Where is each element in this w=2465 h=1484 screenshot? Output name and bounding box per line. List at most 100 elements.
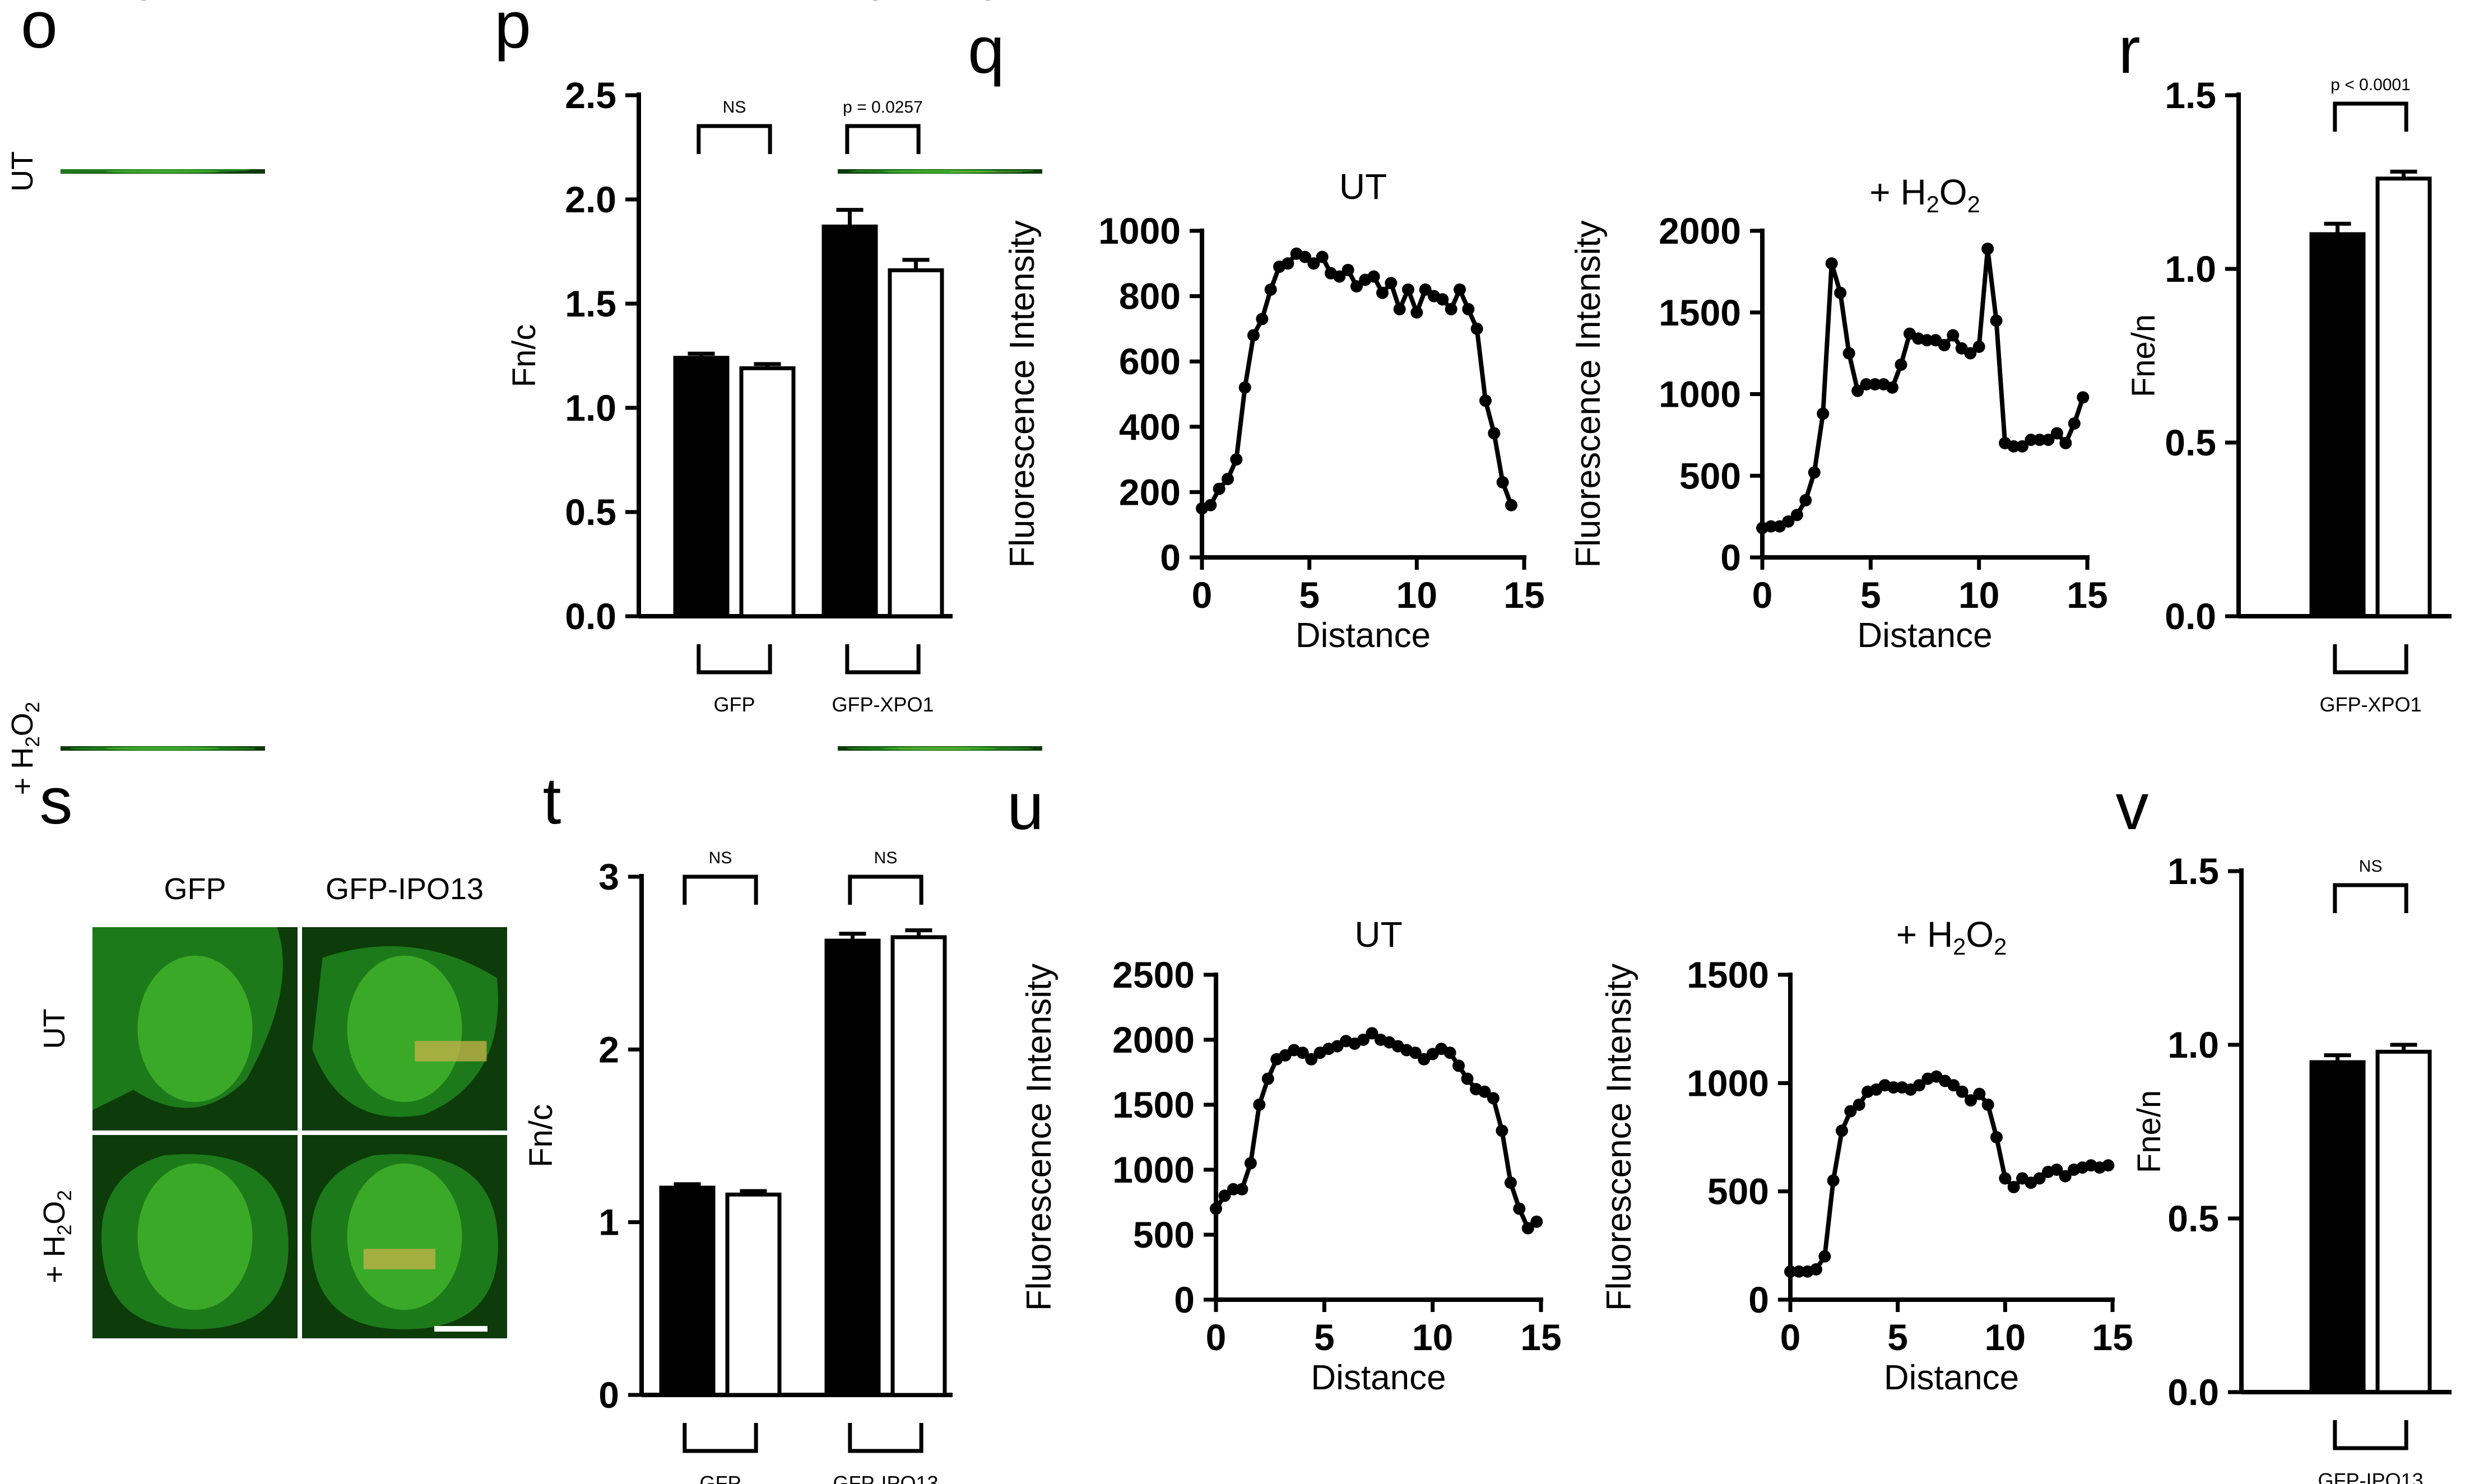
- chart-u2-xtick-label-0: 0: [1780, 1316, 1801, 1358]
- chart-q1-point-16: [1333, 270, 1346, 283]
- micrograph-s-image-gfp-h2o2-nucleus: [137, 1163, 253, 1310]
- chart-r-category-label-0: GFP-XPO1: [2319, 693, 2421, 716]
- chart-u2-point-32: [2059, 1170, 2072, 1183]
- chart-u2-point-22: [1973, 1087, 1986, 1100]
- chart-u2-point-1: [1793, 1265, 1805, 1278]
- undefined-image-gfp-ut: [61, 169, 265, 174]
- chart-u2-point-24: [1990, 1131, 2003, 1143]
- chart-t-y-label: Fn/c: [523, 1104, 559, 1167]
- chart-p-category-label-1: GFP-XPO1: [832, 693, 934, 716]
- chart-p-ytick-label-0: 0.0: [565, 596, 616, 637]
- chart-p-sig-bracket-0: [697, 124, 772, 154]
- chart-q1-ytick-label-3: 600: [1119, 341, 1181, 382]
- chart-q1-point-13: [1307, 257, 1320, 270]
- micrograph-s-image-fusion-ut: [302, 927, 507, 1131]
- chart-p-category-label-0: GFP: [713, 693, 755, 716]
- chart-p-bar-1-1: [888, 268, 944, 618]
- chart-q1-point-35: [1496, 476, 1509, 489]
- undefined-separator-h: [61, 174, 1042, 746]
- chart-t-category-bracket-0: [683, 1423, 758, 1453]
- chart-u1-ytick-label-2: 1000: [1112, 1149, 1195, 1190]
- chart-q1-point-26: [1419, 283, 1432, 296]
- chart-q1-y-label: Fluorescence Intensity: [1003, 220, 1042, 567]
- chart-t-category-bracket-1: [848, 1423, 923, 1453]
- chart-p-ytick-label-5: 2.5: [565, 75, 616, 116]
- chart-q1-ytick-label-2: 400: [1119, 406, 1181, 448]
- chart-u1-xtick-label-1: 5: [1314, 1316, 1335, 1358]
- chart-u2-ytick-label-1: 500: [1707, 1171, 1769, 1212]
- chart-q1-point-32: [1470, 322, 1483, 335]
- micrograph-s-image-fusion-h2o2-nucleus: [347, 1163, 462, 1310]
- undefined-image-fusion-ut: [838, 169, 1042, 174]
- chart-u2-point-12: [1887, 1081, 1900, 1094]
- chart-q1-point-17: [1341, 263, 1354, 276]
- chart-q1-point-30: [1454, 283, 1466, 296]
- chart-u1-point-35: [1513, 1202, 1526, 1215]
- chart-q1-point-6: [1247, 329, 1260, 342]
- micrograph-s-row-label-1: + H2O2: [38, 1190, 76, 1283]
- chart-v-ytick-label-0: 0.0: [2167, 1371, 2219, 1413]
- chart-u2-point-19: [1947, 1079, 1960, 1092]
- panel-letter-q: q: [968, 13, 1005, 87]
- chart-t-bar-1-0: [824, 938, 881, 1397]
- undefined-scale-bar: [969, 130, 1023, 136]
- chart-q1-ytick-label-5: 1000: [1098, 210, 1181, 252]
- chart-q1-point-23: [1393, 303, 1406, 315]
- chart-p-y-label: Fn/c: [506, 324, 542, 388]
- chart-u2-title: + H2O2: [1896, 914, 2007, 960]
- chart-u2-point-23: [1981, 1099, 1994, 1111]
- chart-q2-xtick-label-2: 10: [1958, 574, 1999, 616]
- chart-q2-point-34: [2050, 427, 2063, 440]
- chart-u1-point-34: [1504, 1176, 1517, 1189]
- chart-u1-xtick-label-3: 15: [1520, 1316, 1561, 1358]
- chart-v-category-label-0: GFP-IPO13: [2318, 1469, 2423, 1484]
- chart-u2-point-31: [2050, 1164, 2063, 1176]
- chart-t-bar-0-0: [659, 1185, 716, 1397]
- chart-q1-point-18: [1350, 280, 1363, 293]
- chart-q1-point-28: [1436, 293, 1449, 306]
- chart-p-bar-1-0: [821, 224, 878, 618]
- chart-p-sig-label-1: p = 0.0257: [843, 98, 923, 117]
- chart-u1-point-37: [1530, 1215, 1543, 1228]
- panel-letter-p: p: [494, 0, 531, 62]
- chart-u1-point-32: [1487, 1092, 1500, 1105]
- chart-p-ytick-label-1: 0.5: [565, 491, 616, 533]
- chart-q1-xtick-label-1: 5: [1299, 574, 1320, 616]
- chart-q2-point-10: [1842, 347, 1855, 360]
- chart-u1-point-10: [1296, 1046, 1309, 1059]
- chart-u1-point-17: [1357, 1034, 1370, 1046]
- chart-q2-point-30: [2016, 440, 2028, 453]
- chart-u1-xtick-label-0: 0: [1206, 1316, 1227, 1358]
- chart-u2-point-3: [1810, 1263, 1822, 1276]
- chart-q1-point-5: [1238, 381, 1251, 394]
- chart-u1-point-33: [1496, 1124, 1508, 1137]
- chart-u2-point-6: [1836, 1124, 1848, 1137]
- chart-q2-point-7: [1817, 407, 1830, 420]
- chart-u1-point-31: [1478, 1085, 1491, 1098]
- undefined-image-gfp-h2o2-nucleus: [105, 747, 220, 750]
- chart-q1-point-29: [1445, 303, 1457, 315]
- chart-q2-ytick-label-3: 1500: [1659, 292, 1741, 333]
- chart-p-bar-0-0: [673, 356, 730, 618]
- chart-u1-point-28: [1452, 1059, 1465, 1072]
- chart-q2-point-22: [1947, 329, 1960, 342]
- chart-q2-point-9: [1834, 286, 1847, 299]
- chart-u2-ytick-label-0: 0: [1748, 1279, 1769, 1320]
- chart-q1-point-25: [1410, 306, 1423, 319]
- panel-letter-s: s: [40, 764, 73, 838]
- chart-q2-point-27: [1990, 314, 2003, 327]
- chart-q1-point-8: [1264, 283, 1277, 296]
- chart-u2-point-20: [1956, 1085, 1969, 1098]
- micrograph-s-row-label-0: UT: [38, 1009, 71, 1049]
- chart-q1-point-33: [1479, 394, 1492, 407]
- panel-letter-r: r: [2118, 13, 2140, 87]
- chart-q1-point-31: [1462, 303, 1475, 315]
- chart-u2-ytick-label-3: 1500: [1687, 954, 1769, 995]
- chart-u1-point-3: [1236, 1183, 1248, 1195]
- chart-q2-point-19: [1920, 334, 1933, 347]
- chart-u1-ytick-label-1: 500: [1133, 1214, 1195, 1255]
- chart-u2-x-label: Distance: [1884, 1359, 2019, 1397]
- chart-u2-point-21: [1965, 1094, 1977, 1107]
- chart-t-sig-label-0: NS: [709, 849, 732, 867]
- chart-u1-point-18: [1366, 1027, 1378, 1040]
